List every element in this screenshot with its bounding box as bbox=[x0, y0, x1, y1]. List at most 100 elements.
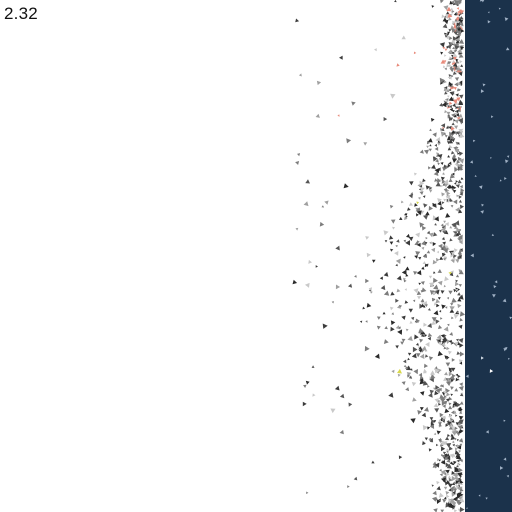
triangle-particle-icon bbox=[433, 508, 437, 512]
triangle-particle-icon bbox=[449, 332, 453, 336]
triangle-particle-icon bbox=[438, 325, 442, 329]
triangle-particle-icon bbox=[434, 144, 437, 147]
triangle-particle-icon bbox=[418, 283, 421, 285]
triangle-particle-icon bbox=[460, 352, 464, 357]
triangle-particle-icon bbox=[404, 240, 406, 242]
triangle-particle-icon bbox=[447, 155, 450, 158]
triangle-particle-icon bbox=[438, 281, 443, 286]
triangle-particle-icon bbox=[457, 403, 461, 408]
triangle-particle-icon bbox=[405, 300, 409, 304]
value-readout: 2.32 bbox=[4, 4, 38, 24]
triangle-particle-icon bbox=[406, 234, 410, 238]
triangle-particle-icon bbox=[413, 300, 415, 303]
triangle-particle-icon bbox=[395, 245, 397, 247]
triangle-particle-icon bbox=[423, 195, 426, 198]
triangle-particle-icon bbox=[392, 227, 395, 230]
triangle-particle-icon bbox=[461, 494, 464, 497]
triangle-particle-icon bbox=[449, 226, 452, 229]
triangle-particle-icon bbox=[432, 491, 436, 496]
triangle-particle-icon bbox=[436, 304, 439, 308]
triangle-particle-icon bbox=[458, 88, 461, 91]
triangle-particle-icon bbox=[421, 299, 425, 303]
triangle-particle-icon bbox=[458, 325, 462, 329]
triangle-particle-icon bbox=[299, 73, 302, 76]
triangle-particle-icon bbox=[434, 223, 437, 226]
triangle-particle-icon bbox=[398, 374, 401, 377]
triangle-particle-icon bbox=[384, 117, 388, 121]
triangle-particle-icon bbox=[395, 345, 399, 348]
triangle-particle-icon bbox=[454, 126, 458, 130]
triangle-particle-icon bbox=[454, 314, 459, 319]
triangle-particle-icon bbox=[384, 230, 389, 235]
triangle-particle-icon bbox=[303, 402, 307, 407]
triangle-particle-icon bbox=[438, 269, 442, 273]
triangle-particle-icon bbox=[449, 36, 453, 40]
triangle-particle-icon bbox=[436, 258, 440, 262]
triangle-particle-icon bbox=[441, 460, 446, 465]
triangle-particle-icon bbox=[446, 451, 448, 454]
triangle-particle-icon bbox=[455, 282, 459, 287]
triangle-particle-icon bbox=[456, 274, 459, 277]
triangle-particle-icon bbox=[441, 305, 446, 310]
triangle-particle-icon bbox=[360, 321, 362, 323]
triangle-particle-icon bbox=[459, 468, 463, 473]
triangle-particle-icon bbox=[439, 310, 441, 313]
triangle-particle-icon bbox=[431, 164, 436, 169]
triangle-particle-icon bbox=[383, 312, 386, 315]
triangle-particle-icon bbox=[406, 329, 409, 332]
triangle-particle-icon bbox=[449, 178, 453, 182]
triangle-particle-icon bbox=[397, 369, 402, 374]
triangle-particle-icon bbox=[375, 354, 380, 359]
triangle-particle-icon bbox=[372, 260, 376, 263]
triangle-particle-icon bbox=[420, 391, 425, 396]
triangle-particle-icon bbox=[455, 427, 458, 431]
triangle-particle-icon bbox=[457, 439, 459, 441]
triangle-particle-icon bbox=[396, 325, 400, 329]
triangle-particle-icon bbox=[448, 291, 452, 295]
triangle-particle-icon bbox=[401, 316, 405, 320]
triangle-particle-icon bbox=[416, 343, 419, 346]
triangle-particle-icon bbox=[384, 291, 389, 296]
triangle-particle-icon bbox=[405, 240, 410, 246]
triangle-particle-icon bbox=[365, 279, 369, 283]
triangle-particle-icon bbox=[417, 270, 422, 275]
triangle-particle-icon bbox=[436, 444, 438, 447]
triangle-particle-icon bbox=[438, 297, 441, 299]
triangle-particle-icon bbox=[423, 215, 428, 220]
triangle-particle-icon bbox=[447, 191, 451, 195]
triangle-particle-icon bbox=[416, 213, 419, 216]
triangle-particle-icon bbox=[410, 321, 413, 324]
triangle-particle-icon bbox=[433, 271, 436, 273]
triangle-particle-icon bbox=[390, 94, 395, 99]
triangle-particle-icon bbox=[440, 206, 444, 211]
triangle-particle-icon bbox=[436, 481, 439, 485]
triangle-particle-icon bbox=[455, 93, 458, 96]
triangle-particle-icon bbox=[447, 324, 450, 327]
triangle-particle-icon bbox=[452, 444, 455, 447]
triangle-particle-icon bbox=[456, 184, 460, 188]
triangle-particle-icon bbox=[391, 320, 395, 325]
triangle-particle-icon bbox=[425, 342, 429, 347]
triangle-particle-icon bbox=[439, 493, 444, 498]
triangle-particle-icon bbox=[390, 205, 394, 209]
triangle-particle-icon bbox=[365, 236, 369, 240]
triangle-particle-icon bbox=[424, 407, 429, 412]
triangle-particle-icon bbox=[391, 312, 394, 315]
triangle-particle-icon bbox=[306, 492, 308, 495]
triangle-particle-icon bbox=[440, 42, 445, 47]
triangle-particle-icon bbox=[427, 385, 430, 388]
triangle-particle-icon bbox=[444, 346, 447, 349]
triangle-particle-icon bbox=[420, 150, 424, 154]
triangle-particle-icon bbox=[443, 65, 446, 68]
triangle-particle-icon bbox=[460, 401, 464, 405]
triangle-particle-icon bbox=[409, 181, 414, 185]
triangle-particle-icon bbox=[388, 392, 393, 397]
triangle-particle-icon bbox=[441, 290, 445, 294]
triangle-particle-icon bbox=[431, 118, 435, 122]
triangle-particle-icon bbox=[456, 339, 459, 342]
triangle-particle-icon bbox=[453, 254, 457, 258]
triangle-particle-icon bbox=[439, 256, 443, 260]
triangle-particle-icon bbox=[421, 281, 425, 285]
triangle-particle-icon bbox=[391, 220, 396, 224]
